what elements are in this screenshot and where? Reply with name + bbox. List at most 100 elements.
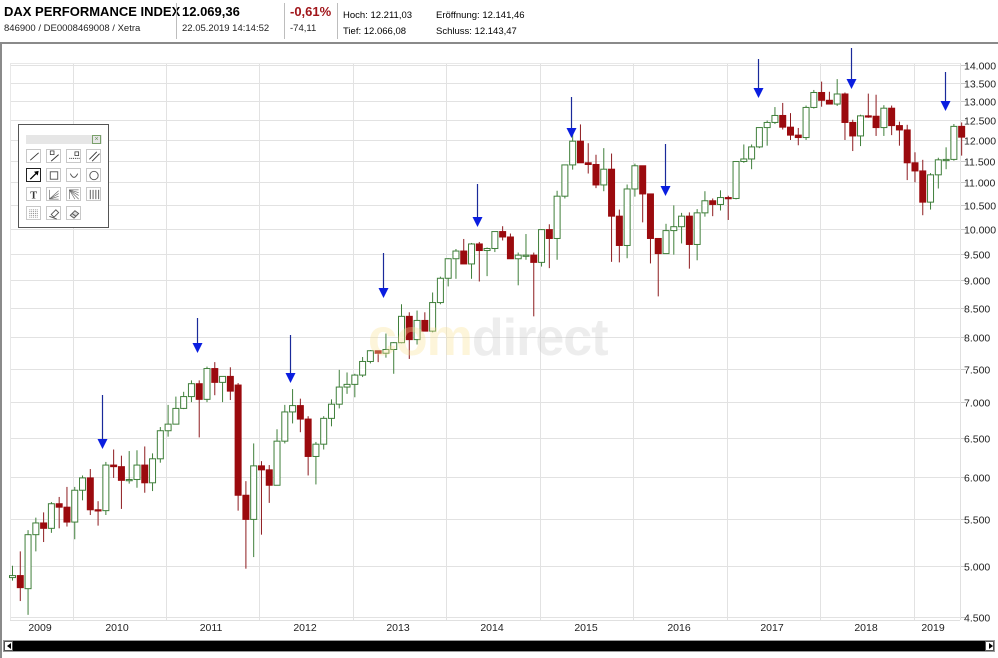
candle[interactable] <box>662 223 670 255</box>
candle[interactable] <box>156 427 164 463</box>
fibonacci-retracement-tool-button[interactable] <box>26 206 41 220</box>
parallel-lines-tool-button[interactable] <box>86 149 101 163</box>
candle[interactable] <box>9 565 16 581</box>
candle[interactable] <box>693 209 701 261</box>
candle[interactable] <box>763 120 771 146</box>
candle[interactable] <box>187 380 195 403</box>
candle[interactable] <box>55 496 63 529</box>
candle[interactable] <box>413 310 421 345</box>
candle[interactable] <box>732 161 740 200</box>
candle[interactable] <box>608 153 616 262</box>
candle[interactable] <box>32 517 40 552</box>
candle[interactable] <box>545 224 553 269</box>
candle[interactable] <box>670 205 678 255</box>
candle[interactable] <box>561 164 569 199</box>
horizontal-scrollbar[interactable] <box>3 640 995 652</box>
candle[interactable] <box>491 231 499 253</box>
candle[interactable] <box>141 446 149 493</box>
candle[interactable] <box>592 154 600 189</box>
rectangle-tool-button[interactable] <box>46 168 61 182</box>
candle[interactable] <box>172 396 180 425</box>
candle[interactable] <box>343 372 351 394</box>
candle[interactable] <box>94 501 102 526</box>
candle[interactable] <box>149 453 157 492</box>
candle[interactable] <box>755 127 763 149</box>
candle[interactable] <box>538 229 546 267</box>
candle[interactable] <box>934 157 942 189</box>
candle[interactable] <box>164 404 172 437</box>
candle[interactable] <box>740 144 748 163</box>
candle[interactable] <box>117 455 125 509</box>
candle[interactable] <box>273 429 281 486</box>
candle[interactable] <box>281 404 289 444</box>
candle[interactable] <box>716 190 724 211</box>
candle[interactable] <box>600 148 608 192</box>
candle[interactable] <box>405 312 413 359</box>
candle[interactable] <box>825 91 833 105</box>
candle[interactable] <box>133 450 141 488</box>
candle[interactable] <box>429 292 437 333</box>
candle[interactable] <box>40 512 48 543</box>
candle[interactable] <box>623 184 631 259</box>
candle[interactable] <box>398 304 405 344</box>
arrow-tool-button[interactable] <box>26 168 41 182</box>
candle[interactable] <box>296 398 304 433</box>
circle-tool-button[interactable] <box>86 168 101 182</box>
candle[interactable] <box>771 107 779 125</box>
candle[interactable] <box>646 193 654 264</box>
candle[interactable] <box>226 367 234 401</box>
candle[interactable] <box>475 241 483 282</box>
candle[interactable] <box>818 81 826 107</box>
candle[interactable] <box>203 366 211 403</box>
eraser-tool-button[interactable] <box>46 206 61 220</box>
candle[interactable] <box>366 350 374 364</box>
candle[interactable] <box>24 530 32 615</box>
candle[interactable] <box>810 89 818 109</box>
labeled-line-tool-button[interactable] <box>46 149 61 163</box>
candle[interactable] <box>506 233 514 260</box>
candle[interactable] <box>47 502 55 533</box>
candle[interactable] <box>351 373 359 398</box>
candle[interactable] <box>709 198 717 217</box>
candle[interactable] <box>576 124 584 164</box>
candle[interactable] <box>857 114 865 147</box>
candle[interactable] <box>911 152 919 183</box>
candle[interactable] <box>327 399 335 427</box>
drawing-toolbox[interactable]: × T <box>18 124 109 228</box>
candle[interactable] <box>320 416 328 450</box>
candle[interactable] <box>942 147 950 170</box>
candle[interactable] <box>530 252 538 317</box>
candle[interactable] <box>390 342 398 374</box>
candle[interactable] <box>312 441 320 485</box>
candle[interactable] <box>219 375 227 403</box>
fan-lines-tool-button[interactable] <box>46 187 61 201</box>
vertical-lines-tool-button[interactable] <box>86 187 101 201</box>
toolbox-titlebar[interactable]: × <box>26 135 102 144</box>
candle[interactable] <box>958 122 966 156</box>
candle[interactable] <box>631 163 639 197</box>
candle[interactable] <box>514 252 522 286</box>
candle[interactable] <box>794 127 802 146</box>
candle[interactable] <box>444 258 452 287</box>
candle[interactable] <box>701 191 709 217</box>
candle[interactable] <box>71 486 79 540</box>
candle[interactable] <box>421 312 429 332</box>
candle[interactable] <box>864 93 872 118</box>
candle[interactable] <box>242 481 250 569</box>
candle[interactable] <box>125 451 133 484</box>
candle[interactable] <box>468 242 476 279</box>
candle[interactable] <box>86 469 94 516</box>
candle[interactable] <box>639 165 647 223</box>
candle[interactable] <box>102 461 110 516</box>
candle[interactable] <box>802 105 810 140</box>
candle[interactable] <box>499 226 507 241</box>
trendline-tool-button[interactable] <box>26 149 41 163</box>
candle[interactable] <box>522 234 530 260</box>
candle[interactable] <box>382 333 390 358</box>
candle[interactable] <box>615 209 623 263</box>
candle[interactable] <box>195 380 203 438</box>
horizontal-line-tool-button[interactable] <box>66 149 81 163</box>
candle[interactable] <box>927 173 935 210</box>
candle[interactable] <box>841 92 849 140</box>
text-tool-button[interactable]: T <box>26 187 41 201</box>
